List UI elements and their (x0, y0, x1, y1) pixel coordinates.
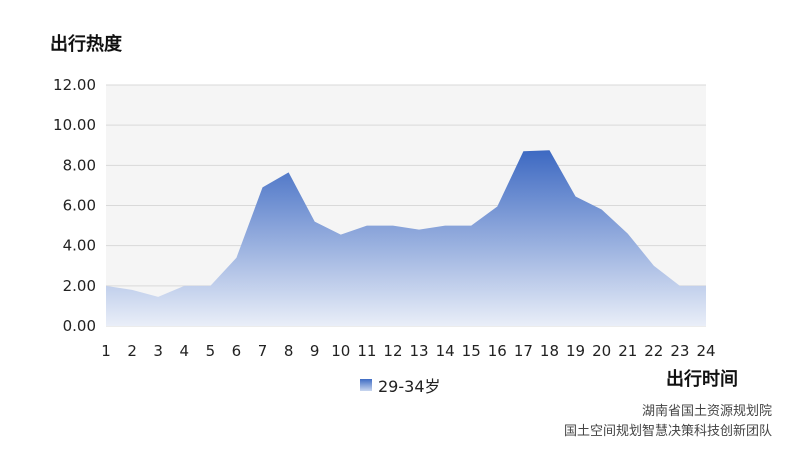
y-axis-label: 出行热度 (50, 34, 122, 55)
x-tick-label: 3 (153, 342, 163, 360)
x-tick-label: 19 (566, 342, 585, 360)
credit-line-2: 国土空间规划智慧决策科技创新团队 (563, 424, 772, 439)
x-tick-label: 11 (357, 342, 376, 360)
legend-label: 29-34岁 (378, 377, 441, 396)
x-axis-ticks: 1 2 3 4 5 6 7 8 9 10 11 12 13 14 15 16 17 18 19 20 21 22 23 24 (101, 342, 715, 360)
x-tick-label: 17 (514, 342, 533, 360)
x-tick-label: 16 (488, 342, 507, 360)
x-tick-label: 4 (179, 342, 189, 360)
x-tick-label: 7 (258, 342, 268, 360)
series-area-29-34 (106, 150, 706, 326)
x-tick-label: 13 (409, 342, 428, 360)
y-tick-label: 4.00 (63, 237, 96, 255)
x-tick-label: 5 (206, 342, 216, 360)
x-tick-label: 18 (540, 342, 559, 360)
x-tick-label: 24 (696, 342, 715, 360)
y-tick-label: 6.00 (63, 197, 96, 215)
x-tick-label: 12 (383, 342, 402, 360)
x-tick-label: 1 (101, 342, 111, 360)
x-tick-label: 6 (232, 342, 242, 360)
y-axis-ticks: 0.00 2.00 4.00 6.00 8.00 10.00 12.00 (53, 76, 96, 335)
legend: 29-34岁 (360, 373, 441, 397)
x-tick-label: 8 (284, 342, 294, 360)
x-tick-label: 9 (310, 342, 320, 360)
x-axis-label: 出行时间 (666, 369, 738, 390)
x-tick-label: 21 (618, 342, 637, 360)
y-tick-label: 8.00 (63, 156, 96, 174)
x-tick-label: 20 (592, 342, 611, 360)
x-tick-label: 22 (644, 342, 663, 360)
x-tick-label: 23 (670, 342, 689, 360)
x-tick-label: 10 (331, 342, 350, 360)
x-tick-label: 2 (127, 342, 137, 360)
y-tick-label: 12.00 (53, 76, 96, 94)
y-tick-label: 2.00 (63, 277, 96, 295)
credits: 湖南省国土资源规划院 国土空间规划智慧决策科技创新团队 (564, 402, 772, 442)
x-tick-label: 14 (436, 342, 455, 360)
legend-swatch (360, 379, 372, 391)
y-tick-label: 0.00 (63, 317, 96, 335)
y-tick-label: 10.00 (53, 116, 96, 134)
credit-line-1: 湖南省国土资源规划院 (641, 404, 772, 419)
x-tick-label: 15 (462, 342, 481, 360)
